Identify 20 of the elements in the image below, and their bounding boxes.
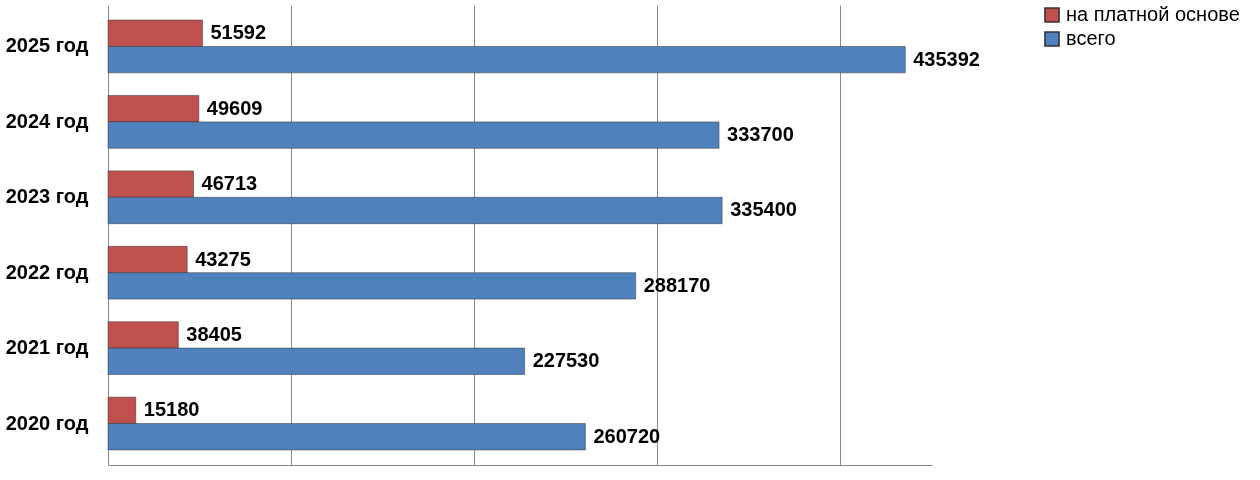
data-label: 15180: [143, 398, 200, 421]
y-tick-label: 2024 год: [5, 109, 89, 132]
y-tick-label: 2023 год: [5, 185, 89, 208]
data-label: 43275: [195, 247, 251, 270]
data-label: 288170: [643, 273, 711, 296]
y-tick-label: 2021 год: [5, 336, 89, 359]
data-label: 49609: [206, 96, 263, 119]
data-label: 435392: [913, 47, 980, 70]
data-label: 51592: [210, 21, 267, 44]
data-label: 335400: [730, 198, 797, 221]
data-label: 46713: [201, 172, 258, 195]
legend-label: всего: [1066, 27, 1116, 49]
data-label: 227530: [532, 349, 600, 372]
y-tick-label: 2025 год: [5, 34, 89, 57]
data-label: 333700: [727, 123, 794, 146]
data-label: 260720: [593, 424, 661, 447]
y-tick-label: 2020 год: [5, 411, 89, 434]
legend-label: на платной основе: [1066, 3, 1240, 25]
y-tick-label: 2022 год: [5, 260, 89, 283]
data-label: 38405: [186, 322, 242, 345]
